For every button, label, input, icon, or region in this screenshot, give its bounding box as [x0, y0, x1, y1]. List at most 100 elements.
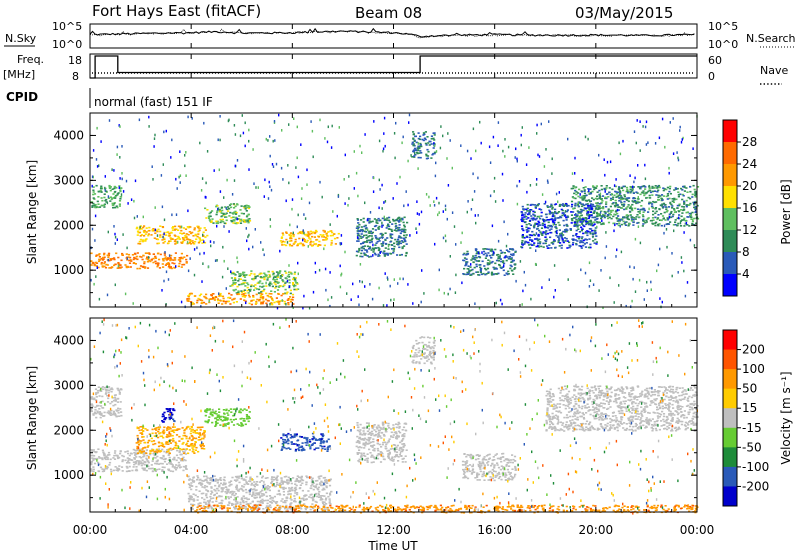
data-speckle	[571, 172, 574, 175]
data-cell	[180, 252, 183, 255]
data-speckle	[225, 206, 227, 210]
data-cell	[592, 205, 595, 208]
data-cell	[212, 222, 215, 224]
data-cell	[137, 443, 141, 446]
data-cell	[396, 218, 399, 221]
data-cell	[597, 213, 600, 215]
data-cell	[129, 256, 132, 259]
noise-right-label: N.Search	[746, 32, 796, 45]
data-speckle	[252, 148, 254, 151]
freq-right-tick-high: 60	[708, 54, 722, 67]
data-cell	[652, 200, 655, 203]
data-cell	[685, 187, 688, 189]
data-speckle	[538, 245, 540, 248]
data-cell	[371, 220, 374, 223]
data-speckle	[271, 163, 274, 166]
data-cell	[146, 252, 149, 254]
data-speckle	[346, 292, 348, 295]
data-cell	[540, 233, 543, 235]
data-cell	[368, 230, 371, 233]
data-speckle	[265, 281, 267, 285]
data-cell	[106, 466, 109, 469]
data-cell	[93, 398, 96, 400]
data-cell	[594, 233, 597, 235]
data-cell	[636, 208, 640, 210]
data-cell	[621, 197, 624, 199]
data-cell	[191, 429, 194, 431]
data-cell	[102, 258, 105, 260]
data-cell	[432, 152, 435, 155]
data-speckle	[163, 232, 165, 236]
data-cell	[116, 194, 119, 196]
data-cell	[656, 185, 659, 188]
data-cell	[581, 199, 584, 201]
data-cell	[486, 267, 490, 270]
data-cell	[156, 238, 160, 241]
data-cell	[386, 254, 389, 256]
data-cell	[616, 191, 619, 194]
data-cell	[535, 245, 538, 248]
data-cell	[290, 487, 293, 490]
data-cell	[277, 286, 281, 288]
data-cell	[576, 226, 579, 228]
data-cell	[175, 464, 178, 466]
data-speckle	[442, 210, 444, 213]
data-cell	[237, 490, 240, 492]
data-cell	[411, 156, 414, 158]
data-cell	[331, 231, 334, 234]
data-cell	[111, 257, 114, 260]
data-cell	[183, 236, 186, 239]
data-cell	[225, 408, 228, 411]
data-cell	[537, 203, 540, 206]
data-speckle	[318, 268, 321, 272]
data-cell	[135, 456, 138, 458]
data-cell	[185, 427, 188, 430]
data-cell	[374, 244, 377, 246]
data-cell	[98, 463, 101, 466]
data-cell	[285, 475, 288, 478]
data-cell	[392, 250, 395, 252]
data-cell	[585, 203, 588, 206]
data-cell	[570, 218, 574, 220]
data-cell	[226, 418, 229, 421]
data-cell	[356, 234, 360, 237]
data-speckle	[281, 129, 283, 132]
data-cell	[148, 226, 151, 229]
data-cell	[423, 133, 426, 135]
data-cell	[235, 222, 238, 224]
data-cell	[624, 198, 628, 200]
data-cell	[540, 227, 544, 229]
data-cell	[586, 232, 589, 234]
data-cell	[97, 190, 100, 193]
data-speckle	[620, 200, 622, 204]
data-cell	[215, 500, 218, 503]
data-cell	[382, 241, 385, 243]
data-cell	[552, 240, 555, 243]
data-speckle	[435, 161, 437, 165]
data-cell	[285, 440, 288, 443]
data-cell	[572, 241, 575, 244]
data-cell	[96, 410, 99, 413]
data-cell	[582, 224, 585, 226]
data-cell	[225, 212, 228, 215]
data-cell	[676, 187, 679, 190]
data-cell	[485, 273, 488, 275]
data-cell	[397, 236, 400, 239]
data-speckle	[297, 175, 300, 179]
data-cell	[559, 233, 562, 235]
data-speckle	[378, 139, 381, 143]
noise-left-tick-high: 10^5	[52, 20, 82, 33]
data-cell	[548, 209, 551, 212]
data-cell	[534, 222, 537, 225]
data-cell	[357, 228, 360, 230]
data-speckle	[447, 184, 450, 187]
data-cell	[108, 185, 111, 188]
data-speckle	[312, 290, 315, 294]
data-speckle	[245, 227, 247, 230]
data-cell	[668, 187, 671, 190]
data-cell	[656, 217, 660, 219]
data-cell	[474, 248, 477, 250]
data-cell	[618, 194, 621, 197]
data-cell	[215, 222, 218, 224]
data-cell	[556, 236, 560, 238]
